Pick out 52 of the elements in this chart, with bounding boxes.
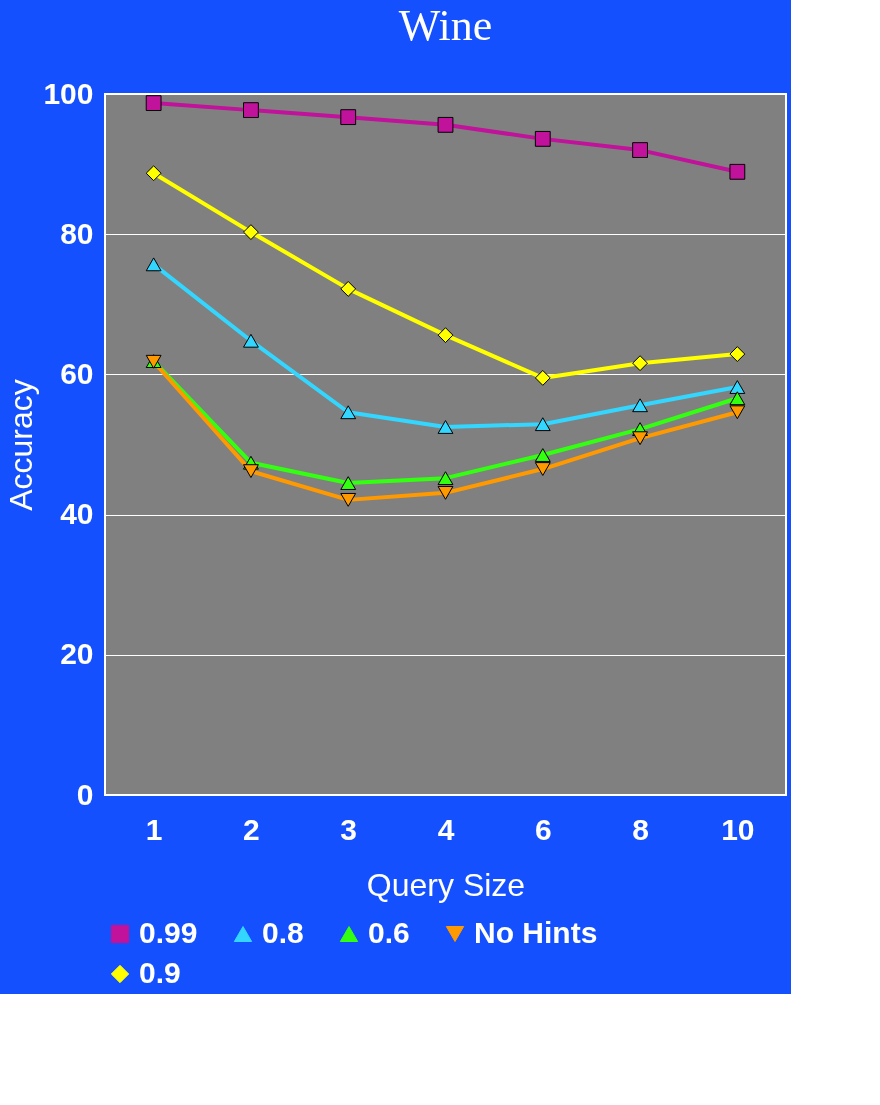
x-tick-label: 6 <box>534 812 552 846</box>
legend-label: 0.99 <box>139 916 198 949</box>
point <box>437 471 454 486</box>
point <box>632 398 648 413</box>
point <box>340 476 357 490</box>
x-tick-label: 8 <box>632 812 649 846</box>
point <box>145 257 162 272</box>
point <box>340 492 357 507</box>
point <box>534 369 551 386</box>
y-tick-label: 60 <box>60 356 94 390</box>
point <box>437 116 454 133</box>
point <box>243 464 259 479</box>
point <box>145 95 162 112</box>
y-tick-label: 80 <box>60 216 94 250</box>
point <box>145 165 162 182</box>
legend-label: 0.8 <box>262 916 304 949</box>
x-axis-title: Query Size <box>366 866 526 903</box>
x-tick-label: 1 <box>145 812 163 846</box>
point <box>632 355 648 372</box>
point <box>729 380 746 394</box>
point <box>729 346 746 362</box>
legend-label: 0.6 <box>368 916 410 949</box>
point <box>729 405 746 420</box>
point <box>340 280 357 297</box>
point <box>340 109 357 126</box>
point <box>437 420 454 434</box>
x-tick-label: 3 <box>340 812 358 846</box>
y-axis-title: Accuracy <box>3 379 40 511</box>
y-tick-label: 40 <box>60 497 94 531</box>
point <box>340 405 357 420</box>
point <box>534 448 551 462</box>
legend-label: No Hints <box>474 916 598 949</box>
legend-label: 0.9 <box>139 956 181 989</box>
point <box>243 333 259 348</box>
x-tick-label: 2 <box>243 812 260 846</box>
point <box>437 485 454 500</box>
point <box>243 224 259 241</box>
x-tick-label: 10 <box>721 812 755 846</box>
point <box>534 417 551 432</box>
point <box>632 142 648 158</box>
x-tick-label: 4 <box>437 812 455 846</box>
chart-title: Wine <box>398 1 493 50</box>
y-tick-label: 0 <box>76 777 94 811</box>
point <box>534 130 551 147</box>
y-tick-label: 20 <box>60 637 94 671</box>
point <box>534 462 551 476</box>
point <box>729 391 746 406</box>
point <box>729 163 746 180</box>
y-tick-label: 100 <box>43 76 94 110</box>
point <box>243 102 259 119</box>
point <box>437 327 454 344</box>
point <box>632 431 648 446</box>
